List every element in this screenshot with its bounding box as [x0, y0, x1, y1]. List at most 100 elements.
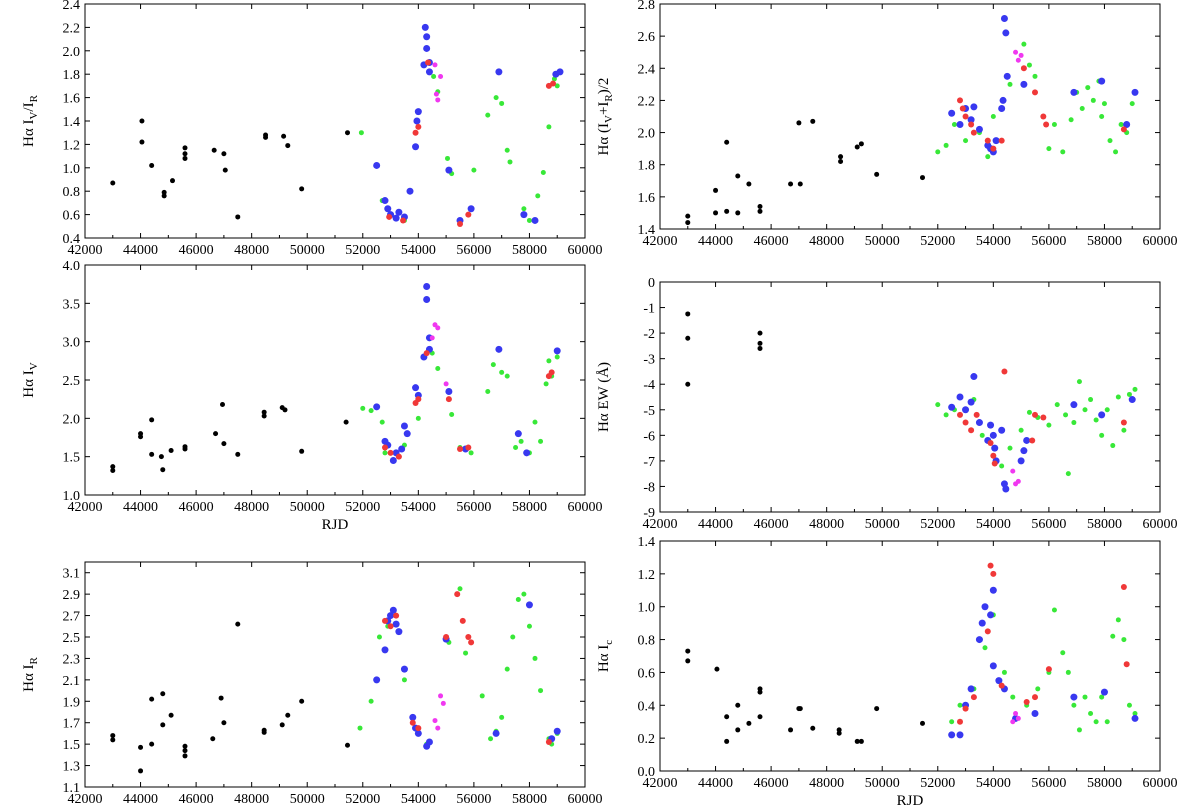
x-tick-label: 46000 — [179, 243, 214, 258]
data-point-blue — [414, 108, 422, 116]
data-point-magenta — [432, 718, 438, 724]
data-point-red — [459, 617, 466, 624]
data-point-red — [423, 350, 430, 357]
data-point-black — [110, 467, 116, 473]
data-point-green — [1088, 397, 1094, 403]
data-point-red — [425, 59, 432, 66]
data-point-red — [1120, 419, 1127, 426]
x-tick-label: 58000 — [512, 500, 547, 515]
x-tick-label: 54000 — [401, 500, 436, 515]
data-point-black — [221, 720, 227, 726]
x-tick-label: 42000 — [643, 517, 678, 532]
data-point-black — [713, 187, 719, 193]
x-tick-label: 60000 — [568, 243, 603, 258]
y-tick-label: 4.0 — [63, 259, 81, 274]
data-point-red — [1023, 699, 1030, 705]
x-tick-label: 42000 — [68, 792, 103, 807]
y-axis-label-part: V — [28, 112, 40, 120]
x-tick-label: 54000 — [976, 776, 1011, 791]
data-point-green — [1032, 73, 1038, 79]
data-point-red — [457, 220, 463, 227]
data-point-black — [797, 706, 803, 712]
data-point-black — [810, 725, 816, 731]
data-point-black — [235, 451, 241, 457]
x-tick-label: 60000 — [1143, 776, 1178, 791]
data-point-green — [1001, 669, 1007, 675]
y-tick-label: 0.8 — [638, 634, 656, 649]
y-tick-label: 1.1 — [63, 781, 81, 796]
data-point-green — [1082, 407, 1088, 413]
data-point-blue — [970, 373, 978, 381]
data-point-magenta — [438, 74, 444, 80]
data-point-blue — [989, 431, 997, 439]
data-point-red — [1123, 661, 1130, 668]
data-point-green — [1121, 637, 1127, 643]
data-point-black — [836, 730, 842, 736]
data-point-magenta — [1015, 57, 1021, 63]
data-point-black — [149, 696, 155, 702]
y-tick-label: 2.0 — [63, 45, 81, 60]
data-point-red — [548, 369, 555, 376]
x-tick-label: 56000 — [456, 792, 491, 807]
y-tick-label: 0.6 — [63, 209, 81, 224]
data-point-green — [521, 206, 527, 212]
y-tick-label: -2 — [643, 327, 655, 342]
plot-frame — [659, 3, 1161, 230]
x-tick-label: 50000 — [865, 776, 900, 791]
data-point-green — [1079, 105, 1085, 111]
data-point-red — [1040, 414, 1047, 421]
data-point-red — [962, 419, 969, 426]
data-point-blue — [978, 619, 986, 627]
data-point-black — [149, 741, 155, 747]
data-point-blue — [1098, 411, 1106, 419]
y-tick-label: 1.4 — [63, 115, 81, 130]
x-tick-label: 44000 — [698, 234, 733, 249]
data-point-blue — [495, 345, 503, 353]
data-point-green — [1035, 686, 1041, 692]
data-point-red — [550, 80, 557, 87]
data-point-black — [735, 702, 741, 708]
data-point-green — [1132, 711, 1138, 716]
data-point-blue — [1070, 88, 1078, 96]
data-point-green — [1113, 149, 1119, 155]
data-point-black — [920, 175, 925, 181]
data-point-black — [285, 712, 291, 718]
data-point-green — [540, 169, 546, 175]
data-point-black — [796, 120, 802, 126]
y-tick-label: 1.8 — [63, 68, 81, 83]
data-point-red — [970, 694, 977, 701]
data-point-black — [757, 714, 763, 720]
data-point-black — [735, 173, 741, 179]
y-tick-label: 1.6 — [63, 92, 81, 107]
y-tick-label: 1.7 — [63, 717, 81, 732]
y-tick-label: 0.0 — [638, 765, 656, 780]
data-point-black — [685, 311, 691, 317]
data-point-black — [279, 722, 285, 728]
x-tick-label: 58000 — [1087, 234, 1122, 249]
data-point-green — [1115, 617, 1121, 623]
data-point-green — [554, 354, 560, 360]
data-point-green — [982, 645, 988, 651]
data-point-black — [138, 768, 144, 774]
data-point-red — [454, 591, 461, 598]
data-point-green — [401, 677, 407, 683]
data-point-magenta — [1013, 711, 1019, 716]
data-point-blue — [989, 586, 997, 594]
data-point-black — [149, 451, 155, 457]
x-tick-label: 52000 — [345, 243, 380, 258]
data-point-red — [415, 725, 422, 732]
data-point-blue — [1020, 80, 1028, 88]
data-point-black — [724, 208, 730, 214]
y-tick-label: 3.1 — [63, 567, 81, 582]
data-point-blue — [975, 125, 983, 133]
y-tick-label: 2.2 — [638, 94, 656, 109]
data-point-black — [182, 753, 188, 759]
y-axis-label: Hα IR — [21, 656, 40, 691]
y-tick-label: 2.9 — [63, 588, 81, 603]
data-point-green — [538, 438, 544, 444]
y-axis-label-part: )/2 — [596, 78, 612, 95]
data-point-red — [1032, 411, 1038, 418]
panel-iv: 42000 44000 46000 48000 50000 52000 54000 56000… — [21, 259, 603, 533]
data-point-red — [393, 612, 400, 619]
data-point-blue — [384, 205, 392, 213]
